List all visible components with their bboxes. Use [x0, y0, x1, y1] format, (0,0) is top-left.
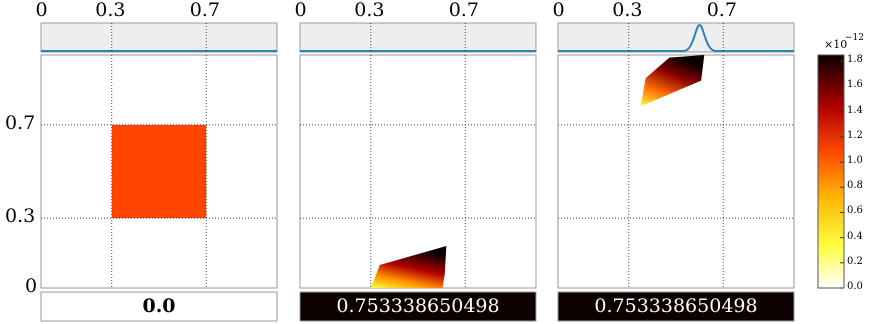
panel-left	[40, 22, 278, 322]
x-tick-label: 0.3	[95, 0, 126, 21]
colorbar-exponent: −12	[845, 33, 864, 43]
time-label-box	[40, 291, 278, 322]
y-tick-label: 0	[25, 275, 38, 297]
marginal-density-line	[558, 23, 794, 52]
x-tick-label: 0.3	[354, 0, 385, 21]
plot-area	[557, 54, 795, 289]
colorbar-tick-label: 0.0	[847, 281, 863, 292]
time-label: 0.753338650498	[594, 295, 758, 317]
x-tick-label: 0	[552, 0, 565, 21]
colorbar-tick-label: 1.4	[847, 104, 863, 116]
y-tick-label: 0.7	[5, 111, 36, 134]
x-tick-label: 0.7	[189, 0, 220, 21]
density-band	[640, 55, 705, 107]
marginal-strip	[299, 22, 537, 53]
plot-area	[299, 54, 537, 289]
colorbar-tick-label: 1.2	[847, 129, 863, 141]
colorbar-tick-label: 0.2	[847, 255, 863, 267]
colorbar-tick-label: 0.4	[847, 230, 863, 242]
colorbar-tick-label: 1.0	[847, 155, 863, 167]
marginal-strip	[557, 22, 795, 53]
time-label-box	[299, 291, 537, 322]
colorbar-tick-label: 1.8	[847, 54, 863, 66]
panel-right	[557, 22, 795, 322]
colorbar-tick-label: 1.6	[847, 79, 863, 91]
density-square	[111, 124, 207, 219]
x-tick-label: 0	[294, 0, 307, 21]
time-label-box	[557, 291, 795, 322]
x-tick-label: 0.7	[706, 0, 737, 21]
x-tick-label: 0	[35, 0, 48, 21]
colorbar-tick-label: 0.8	[847, 180, 863, 192]
x-tick-label: 0.7	[448, 0, 479, 21]
colorbar-multiplier: ×10	[824, 38, 848, 51]
colorbar	[817, 54, 845, 289]
time-label: 0.753338650498	[336, 295, 500, 317]
y-tick-label: 0.3	[5, 205, 36, 228]
x-tick-label: 0.3	[612, 0, 643, 21]
time-label: 0.0	[142, 295, 176, 317]
density-band	[370, 246, 447, 288]
colorbar-tick-label: 0.6	[847, 205, 863, 217]
panel-middle	[299, 22, 537, 322]
colorbar-gradient	[817, 54, 845, 289]
marginal-strip	[40, 22, 278, 53]
